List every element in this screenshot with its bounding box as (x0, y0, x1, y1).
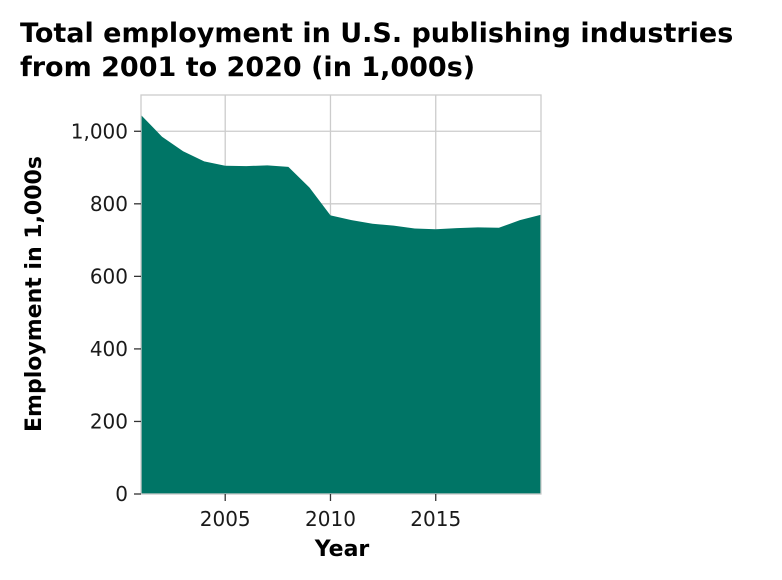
employment-area (141, 114, 541, 494)
y-tick-label-200: 200 (90, 409, 128, 433)
y-tick-label-1000: 1,000 (71, 119, 128, 143)
y-tick-label-400: 400 (90, 337, 128, 361)
plot-frame (140, 94, 542, 495)
y-tick-label-600: 600 (90, 264, 128, 288)
x-tick-label-2015: 2015 (410, 507, 461, 531)
y-axis-label: Employment in 1,000s (22, 156, 47, 432)
y-tick-label-0: 0 (115, 482, 128, 506)
y-tick-label-800: 800 (90, 192, 128, 216)
x-tick-label-2005: 2005 (200, 507, 251, 531)
x-tick-label-2010: 2010 (305, 507, 356, 531)
chart-title-line-1: Total employment in U.S. publishing indu… (20, 18, 733, 49)
x-axis-label: Year (314, 537, 370, 562)
axis-ticks: 2005 2010 2015 0 200 400 600 800 1,000 (71, 119, 461, 531)
chart-title-line-2: from 2001 to 2020 (in 1,000s) (20, 52, 475, 83)
